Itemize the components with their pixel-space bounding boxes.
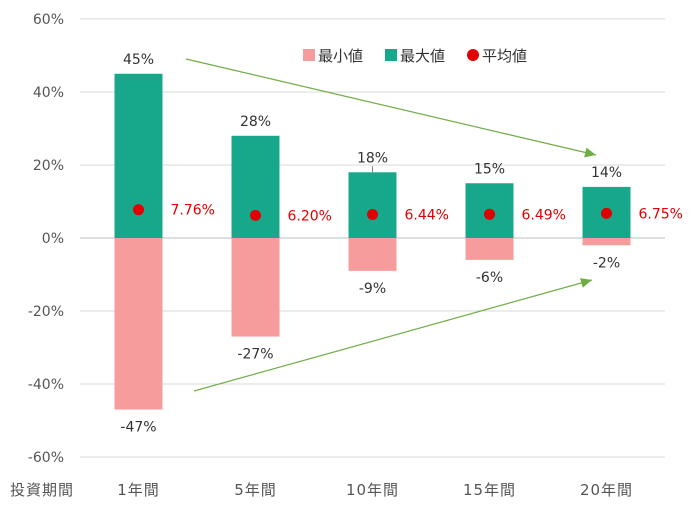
min-value-label: -47% <box>120 420 156 436</box>
data-labels: 45% -47% 7.76% 28% -27% 6.20% 18% -9% 6.44% 15% -6… <box>120 52 683 436</box>
bar-min <box>582 238 631 246</box>
y-tick-label: 60% <box>33 12 64 28</box>
trend-arrow-down-head <box>584 147 596 158</box>
legend: 最小値 最大値 平均値 <box>303 47 527 65</box>
y-tick-label: 20% <box>33 158 64 174</box>
avg-marker <box>367 208 378 220</box>
y-tick-label: 40% <box>33 85 64 101</box>
bar-min <box>114 238 163 410</box>
bar-min <box>348 238 397 271</box>
bar-max <box>348 172 397 238</box>
min-value-label: -6% <box>476 270 503 286</box>
min-value-label: -27% <box>237 347 273 363</box>
max-value-label: 15% <box>474 161 505 177</box>
bars <box>114 73 631 410</box>
y-tick-label: -20% <box>28 304 64 320</box>
min-value-label: -9% <box>359 281 386 297</box>
x-category-label: 15年間 <box>463 481 516 499</box>
max-value-label: 18% <box>357 150 388 166</box>
legend-marker-min <box>303 49 315 61</box>
avg-marker <box>133 204 144 216</box>
bar-max <box>231 135 280 238</box>
x-axis-title: 投資期間 <box>10 481 74 499</box>
trend-arrows <box>185 58 597 392</box>
avg-value-label: 6.49% <box>522 207 566 223</box>
avg-value-label: 6.75% <box>639 206 683 222</box>
avg-marker <box>601 207 612 219</box>
y-tick-label: -40% <box>28 377 64 393</box>
avg-marker <box>250 209 261 221</box>
avg-value-label: 7.76% <box>171 203 215 219</box>
x-category-label: 10年間 <box>346 481 399 499</box>
avg-marker <box>484 208 495 220</box>
x-category-label: 20年間 <box>580 481 633 499</box>
y-tick-label: -60% <box>28 450 64 466</box>
y-tick-label: 0% <box>42 231 64 247</box>
avg-value-label: 6.44% <box>405 207 449 223</box>
legend-label: 平均値 <box>482 47 527 65</box>
trend-arrow-up <box>193 279 593 392</box>
bar-min <box>465 238 514 260</box>
legend-marker-avg <box>467 49 479 61</box>
min-value-label: -2% <box>593 255 620 271</box>
gridlines <box>80 18 665 458</box>
legend-label: 最大値 <box>400 47 445 65</box>
trend-arrow-down <box>185 58 597 156</box>
avg-value-label: 6.20% <box>288 208 332 224</box>
max-value-label: 45% <box>123 52 154 68</box>
max-value-label: 14% <box>591 165 622 181</box>
x-category-label: 1年間 <box>117 481 160 499</box>
max-value-label: 28% <box>240 114 271 130</box>
legend-label: 最小値 <box>318 47 363 65</box>
y-axis-ticks: 60% 40% 20% 0% -20% -40% -60% <box>28 12 64 466</box>
bar-min <box>231 238 280 337</box>
trend-arrow-up-head <box>580 278 592 288</box>
legend-marker-max <box>385 49 397 61</box>
x-category-label: 5年間 <box>234 481 277 499</box>
x-axis-categories: 1年間 5年間 10年間 15年間 20年間 <box>117 481 633 499</box>
